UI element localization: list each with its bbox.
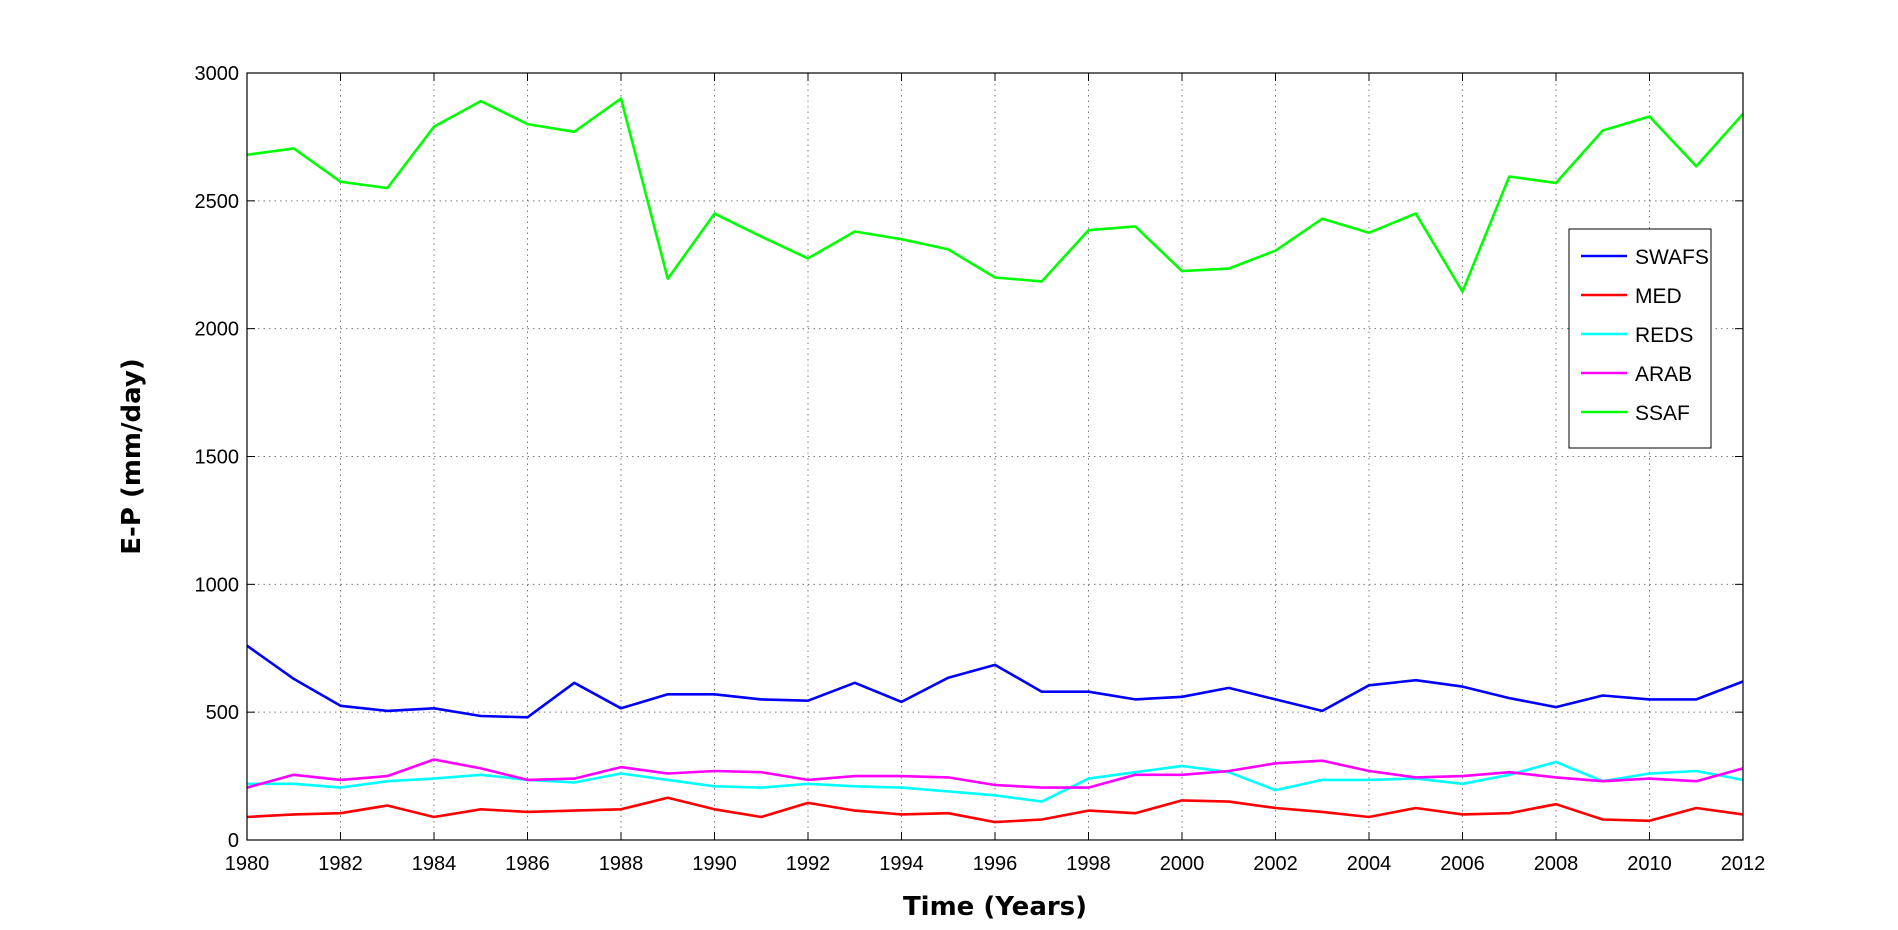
- x-tick-label: 1982: [318, 853, 363, 875]
- legend-label-arab: ARAB: [1635, 363, 1692, 386]
- x-tick-label: 2004: [1347, 853, 1392, 875]
- y-tick-label: 0: [228, 830, 239, 852]
- series-line-ssaf: [246, 97, 1744, 293]
- x-tick-label: 1990: [692, 853, 737, 875]
- y-tick-label: 1500: [195, 447, 240, 469]
- x-tick-label: 1986: [505, 853, 550, 875]
- x-tick-label: 2002: [1253, 853, 1298, 875]
- x-tick-label: 1980: [225, 853, 270, 875]
- x-tick-label: 2000: [1160, 853, 1205, 875]
- data-series: [246, 97, 1744, 824]
- grid-lines: [247, 73, 1743, 840]
- series-line-swafs: [246, 644, 1744, 719]
- x-tick-label: 1984: [412, 853, 457, 875]
- y-tick-label: 3000: [195, 63, 240, 85]
- x-tick-label: 2006: [1440, 853, 1485, 875]
- y-tick-labels: 0 500 1000 1500 2000 2500 3000: [195, 63, 240, 852]
- series-line-med: [246, 796, 1744, 824]
- legend-label-swafs: SWAFS: [1635, 246, 1709, 269]
- x-tick-label: 1994: [879, 853, 924, 875]
- x-tick-labels: 1980 1982 1984 1986 1988 1990 1992 1994 1996 1998…: [225, 853, 1766, 875]
- x-axis-label: Time (Years): [903, 892, 1087, 922]
- x-tick-label: 1998: [1066, 853, 1111, 875]
- series-line-reds: [247, 760, 1744, 803]
- x-tick-label: 1996: [973, 853, 1018, 875]
- x-tick-label: 2012: [1721, 853, 1766, 875]
- y-tick-label: 2000: [195, 319, 240, 341]
- legend-label-ssaf: SSAF: [1635, 402, 1690, 425]
- y-tick-label: 500: [206, 702, 239, 724]
- legend: SWAFS MED REDS ARAB SSAF: [1568, 228, 1712, 449]
- legend-label-reds: REDS: [1635, 324, 1693, 347]
- x-tick-label: 2010: [1627, 853, 1672, 875]
- y-tick-label: 1000: [195, 574, 240, 596]
- series-line-arab: [246, 758, 1744, 789]
- x-tick-label: 1992: [786, 853, 831, 875]
- x-tick-label: 2008: [1534, 853, 1579, 875]
- x-tick-label: 1988: [599, 853, 644, 875]
- y-tick-label: 2500: [195, 191, 240, 213]
- legend-label-med: MED: [1635, 285, 1682, 308]
- axis-ticks: [246, 72, 1744, 841]
- y-axis-label: E-P (mm/day): [117, 358, 147, 554]
